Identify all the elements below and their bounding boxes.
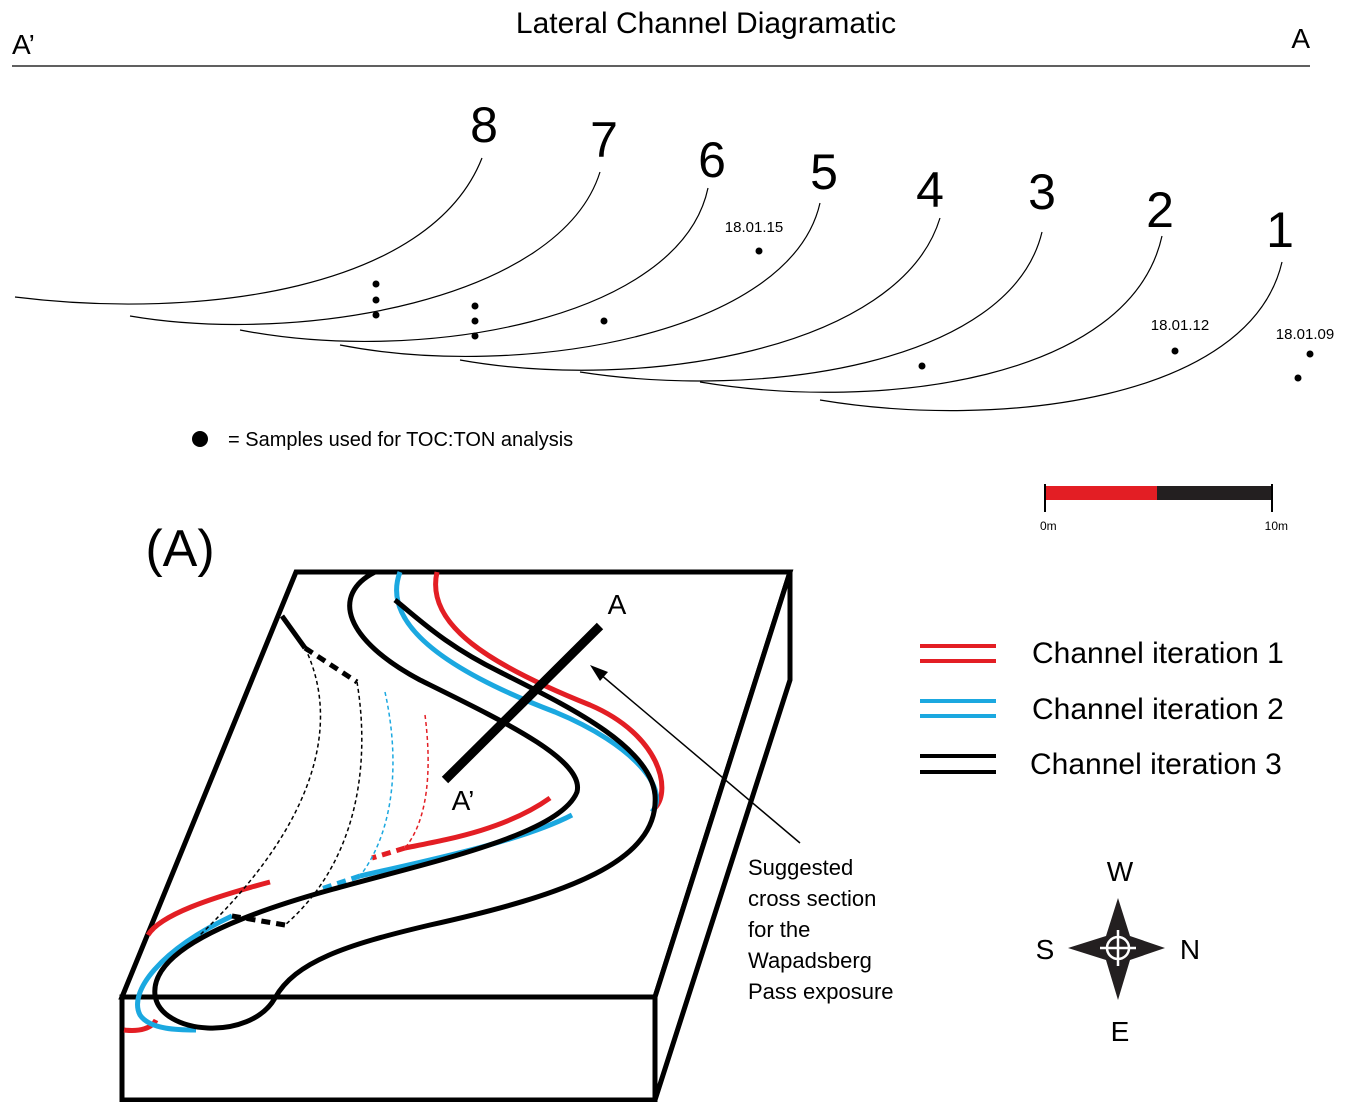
channel-number: 6 — [698, 132, 726, 188]
curve — [580, 232, 1042, 381]
page: Lateral Channel Diagramatic A’ A 8 7 6 5… — [0, 0, 1361, 1102]
sample-dot — [472, 318, 479, 325]
annotation-line: for the — [748, 917, 810, 942]
sample-dot — [373, 297, 380, 304]
section-end-label: A — [608, 589, 627, 620]
section-right-label: A — [1291, 23, 1310, 54]
channel-number: 8 — [470, 97, 498, 153]
annotation: Suggested cross section for the Wapadsbe… — [748, 855, 894, 1004]
legend: Channel iteration 1 Channel iteration 2 … — [920, 637, 1284, 781]
channel-number: 2 — [1146, 182, 1174, 238]
channel-number: 3 — [1028, 164, 1056, 220]
sample-dot — [756, 248, 763, 255]
annotation-line: Wapadsberg — [748, 948, 872, 973]
sample-dot — [1295, 375, 1302, 382]
key-dot — [192, 431, 208, 447]
sample-labels: 18.01.15 18.01.12 18.01.09 — [725, 219, 1334, 343]
sample-dot — [373, 312, 380, 319]
scale-black — [1157, 486, 1272, 500]
channel-number: 4 — [916, 162, 944, 218]
compass-label: W — [1107, 856, 1134, 887]
scale-red — [1045, 486, 1157, 500]
annotation-line: Suggested — [748, 855, 853, 880]
section-left-label: A’ — [12, 29, 35, 60]
compass-label: N — [1180, 934, 1200, 965]
sample-dot — [472, 333, 479, 340]
channel-number: 1 — [1266, 202, 1294, 258]
channel-number: 5 — [810, 144, 838, 200]
compass-label: S — [1036, 934, 1055, 965]
scale-bar: 0m 10m — [1040, 484, 1288, 533]
channel-number: 7 — [590, 112, 618, 168]
sample-dot — [472, 303, 479, 310]
sample-dots — [373, 248, 1314, 382]
title: Lateral Channel Diagramatic — [516, 7, 896, 40]
section-start-label: A’ — [452, 785, 475, 816]
legend-label: Channel iteration 2 — [1032, 693, 1284, 726]
compass-label: E — [1111, 1016, 1130, 1047]
curve — [700, 236, 1162, 392]
scale-end: 10m — [1265, 519, 1288, 533]
legend-label: Channel iteration 3 — [1030, 748, 1282, 781]
compass: W S N E — [1036, 856, 1200, 1047]
scale-start: 0m — [1040, 519, 1057, 533]
channel-curves — [15, 158, 1282, 411]
channel-numbers: 8 7 6 5 4 3 2 1 — [470, 97, 1294, 258]
sample-dot — [919, 363, 926, 370]
curve — [15, 158, 482, 304]
curve — [820, 262, 1282, 411]
sample-label: 18.01.09 — [1276, 326, 1334, 343]
legend-label: Channel iteration 1 — [1032, 637, 1284, 670]
panel-label: (A) — [145, 520, 214, 578]
curve — [460, 218, 940, 370]
annotation-line: cross section — [748, 886, 876, 911]
sample-dot — [601, 318, 608, 325]
block-front — [122, 997, 655, 1100]
sample-dot — [373, 281, 380, 288]
sample-label: 18.01.12 — [1151, 317, 1209, 334]
sample-dot — [1172, 348, 1179, 355]
key-text: = Samples used for TOC:TON analysis — [228, 429, 573, 451]
annotation-line: Pass exposure — [748, 979, 894, 1004]
diagram: Lateral Channel Diagramatic A’ A 8 7 6 5… — [0, 0, 1361, 1102]
sample-label: 18.01.15 — [725, 219, 783, 236]
sample-dot — [1307, 351, 1314, 358]
